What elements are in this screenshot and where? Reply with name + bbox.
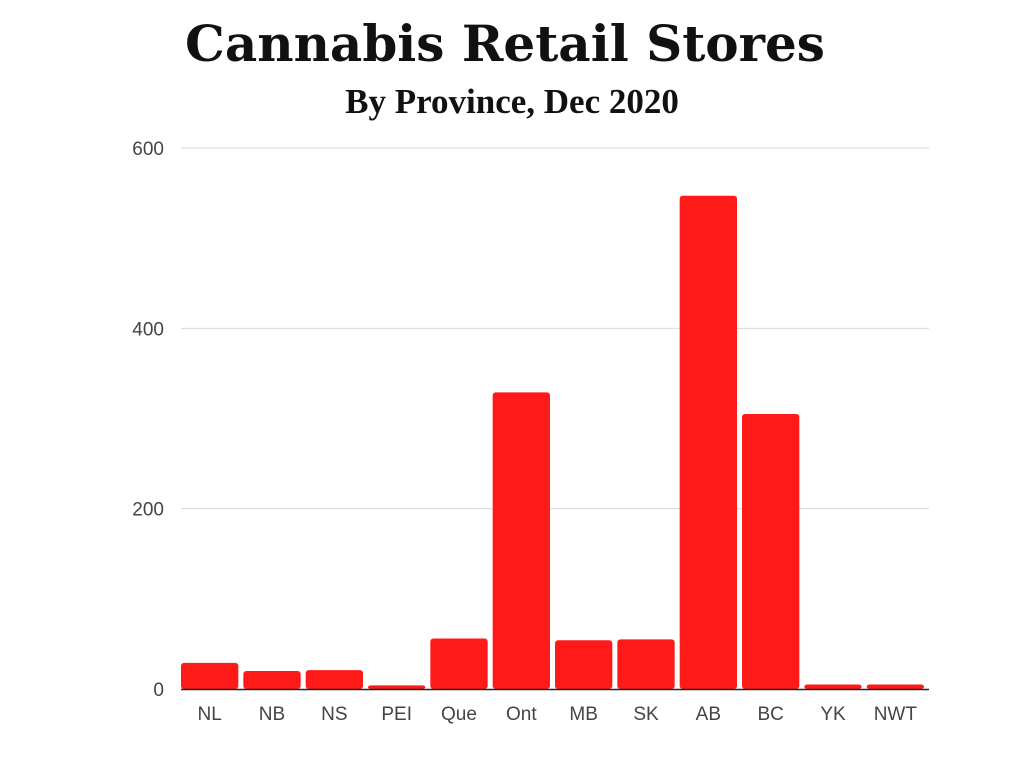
x-tick-label: Que: [441, 704, 477, 725]
bar-mb: [555, 640, 613, 689]
x-tick-label: BC: [757, 704, 783, 725]
bar-ns: [305, 670, 363, 689]
x-tick-label: NWT: [874, 704, 918, 725]
x-tick-label: NB: [259, 704, 285, 725]
bars: [181, 195, 924, 689]
bar-nb: [243, 670, 301, 689]
x-tick-label: MB: [569, 704, 598, 725]
y-tick-label: 600: [132, 139, 164, 160]
x-tick-label: Ont: [506, 704, 537, 725]
y-tick-label: 0: [153, 680, 164, 701]
x-axis-ticks: NL NB NS PEI Que Ont MB SK AB BC YK NWT: [198, 704, 918, 725]
x-tick-label: SK: [633, 704, 659, 725]
y-tick-label: 400: [132, 319, 164, 340]
y-tick-label: 200: [132, 500, 164, 521]
bar-ab: [679, 195, 737, 689]
bar-yk: [804, 684, 862, 689]
bar-pei: [368, 685, 426, 689]
bar-sk: [617, 639, 675, 689]
x-tick-label: AB: [696, 704, 721, 725]
gridlines: [181, 147, 929, 510]
x-tick-label: NS: [321, 704, 347, 725]
bar-nl: [181, 662, 239, 689]
bar-que: [430, 638, 488, 689]
chart-title: Cannabis Retail Stores: [185, 14, 825, 73]
bar-ont: [492, 392, 550, 689]
x-tick-label: NL: [198, 704, 222, 725]
bar-nwt: [866, 684, 924, 689]
y-axis-ticks: 0 200 400 600: [132, 139, 164, 701]
bar-bc: [742, 413, 800, 689]
x-tick-label: YK: [820, 704, 846, 725]
chart-subtitle: By Province, Dec 2020: [345, 82, 679, 121]
x-tick-label: PEI: [381, 704, 412, 725]
